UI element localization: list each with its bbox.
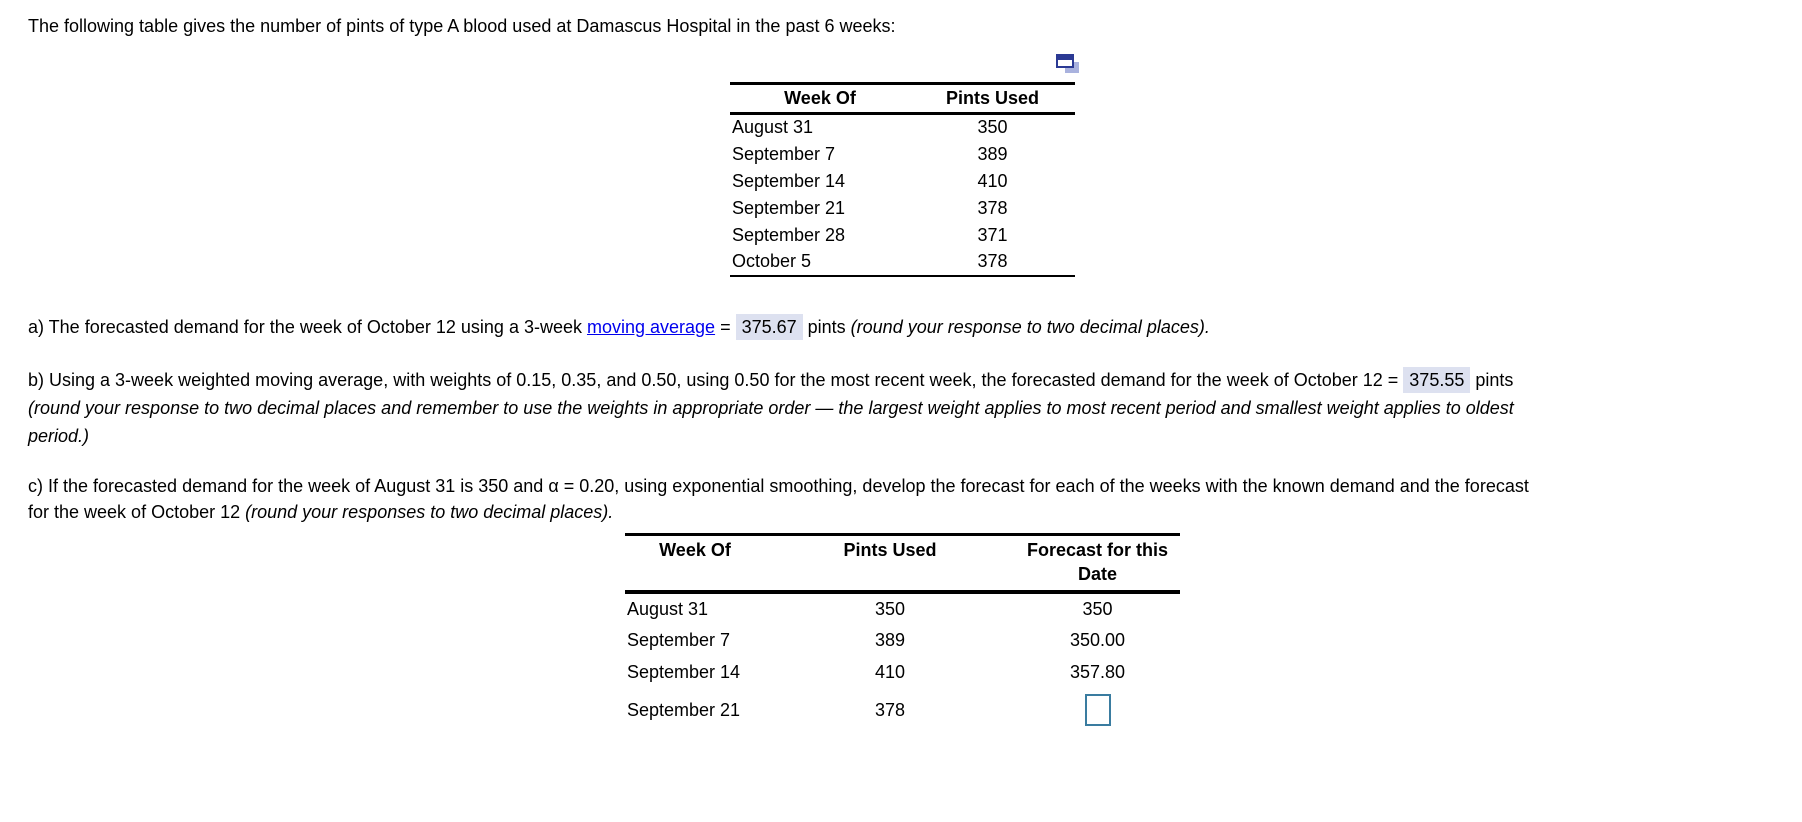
t1-cell-week: September 21 xyxy=(732,197,846,218)
t1-cell-pints: 371 xyxy=(977,224,1008,245)
popup-table-icon-front xyxy=(1056,54,1074,68)
part-b: b) Using a 3-week weighted moving averag… xyxy=(28,366,1790,450)
table-row: October 5 378 xyxy=(730,249,1075,276)
part-c-note: (round your responses to two decimal pla… xyxy=(245,502,614,522)
forecast-table: Week Of Pints Used Forecast for this Dat… xyxy=(625,533,1180,732)
part-c-line2: for the week of October 12 (round your r… xyxy=(28,499,1790,525)
part-a-units: pints xyxy=(802,317,851,337)
t2-cell-week: September 21 xyxy=(627,699,741,720)
t2-cell-week: August 31 xyxy=(627,598,709,619)
t1-cell-pints: 378 xyxy=(977,251,1008,271)
part-b-note-line1: (round your response to two decimal plac… xyxy=(28,398,1514,418)
table-row: September 21 378 xyxy=(730,195,1075,222)
t1-cell-week: September 28 xyxy=(732,224,846,245)
intro-text: The following table gives the number of … xyxy=(28,16,896,36)
t2-cell-forecast: 350.00 xyxy=(1069,629,1126,650)
t1-header-pints: Pints Used xyxy=(945,88,1040,108)
part-b-note-line2: period.) xyxy=(28,426,90,446)
t1-cell-pints: 378 xyxy=(977,197,1008,218)
part-a-text: a) The forecasted demand for the week of… xyxy=(28,317,587,337)
table-row: September 28 371 xyxy=(730,222,1075,249)
t2-header-forecast: Forecast for this Date xyxy=(1026,540,1169,584)
table-row: September 7 389 350.00 xyxy=(625,624,1180,656)
t2-cell-forecast: 357.80 xyxy=(1069,661,1126,682)
part-a-equals: = xyxy=(715,317,736,337)
t1-header-row: Week Of Pints Used xyxy=(730,84,1075,114)
part-a: a) The forecasted demand for the week of… xyxy=(28,313,1790,341)
t2-header-pints: Pints Used xyxy=(843,540,937,560)
t2-cell-pints: 350 xyxy=(874,598,906,619)
t2-cell-week: September 7 xyxy=(627,629,731,650)
t1-cell-week: September 14 xyxy=(732,170,846,191)
part-a-note: (round your response to two decimal plac… xyxy=(850,317,1210,337)
table-row: August 31 350 xyxy=(730,114,1075,141)
t2-cell-pints: 389 xyxy=(874,629,906,650)
t1-cell-pints: 410 xyxy=(977,170,1008,191)
popup-table-icon[interactable] xyxy=(1056,54,1082,76)
t1-cell-week: September 7 xyxy=(732,143,836,164)
answer-field-a[interactable]: 375.67 xyxy=(735,314,803,340)
t2-cell-forecast: 350 xyxy=(1082,598,1113,619)
part-b-line1: b) Using a 3-week weighted moving averag… xyxy=(28,366,1790,394)
blood-usage-table: Week Of Pints Used August 31 350 Septemb… xyxy=(730,82,1075,277)
t1-cell-pints: 389 xyxy=(977,143,1008,164)
t2-cell-forecast-input xyxy=(1015,688,1180,732)
forecast-input[interactable] xyxy=(1084,694,1111,726)
t2-cell-week: September 14 xyxy=(627,661,741,682)
table-row: September 21 378 xyxy=(625,688,1180,732)
part-b-text: b) Using a 3-week weighted moving averag… xyxy=(28,370,1404,390)
question-intro: The following table gives the number of … xyxy=(28,12,1790,40)
part-b-units: pints xyxy=(1470,370,1514,390)
part-c-line2-text: for the week of October 12 xyxy=(28,502,246,522)
part-c-line1: c) If the forecasted demand for the week… xyxy=(28,476,1529,496)
answer-field-b[interactable]: 375.55 xyxy=(1403,367,1471,393)
table-row: September 14 410 xyxy=(730,168,1075,195)
t2-cell-pints: 378 xyxy=(874,699,906,720)
table-row: August 31 350 350 xyxy=(625,592,1180,624)
t2-header-week: Week Of xyxy=(659,540,731,560)
t1-cell-pints: 350 xyxy=(977,117,1008,138)
t1-cell-week: August 31 xyxy=(732,117,814,138)
moving-average-link[interactable]: moving average xyxy=(586,317,716,337)
t1-header-week: Week Of xyxy=(784,88,856,108)
t2-header-row: Week Of Pints Used Forecast for this Dat… xyxy=(625,535,1180,592)
part-c: c) If the forecasted demand for the week… xyxy=(28,473,1790,525)
table-row: September 7 389 xyxy=(730,141,1075,168)
t1-cell-week: October 5 xyxy=(732,251,812,271)
table-row: September 14 410 357.80 xyxy=(625,656,1180,688)
t2-cell-pints: 410 xyxy=(874,661,906,682)
